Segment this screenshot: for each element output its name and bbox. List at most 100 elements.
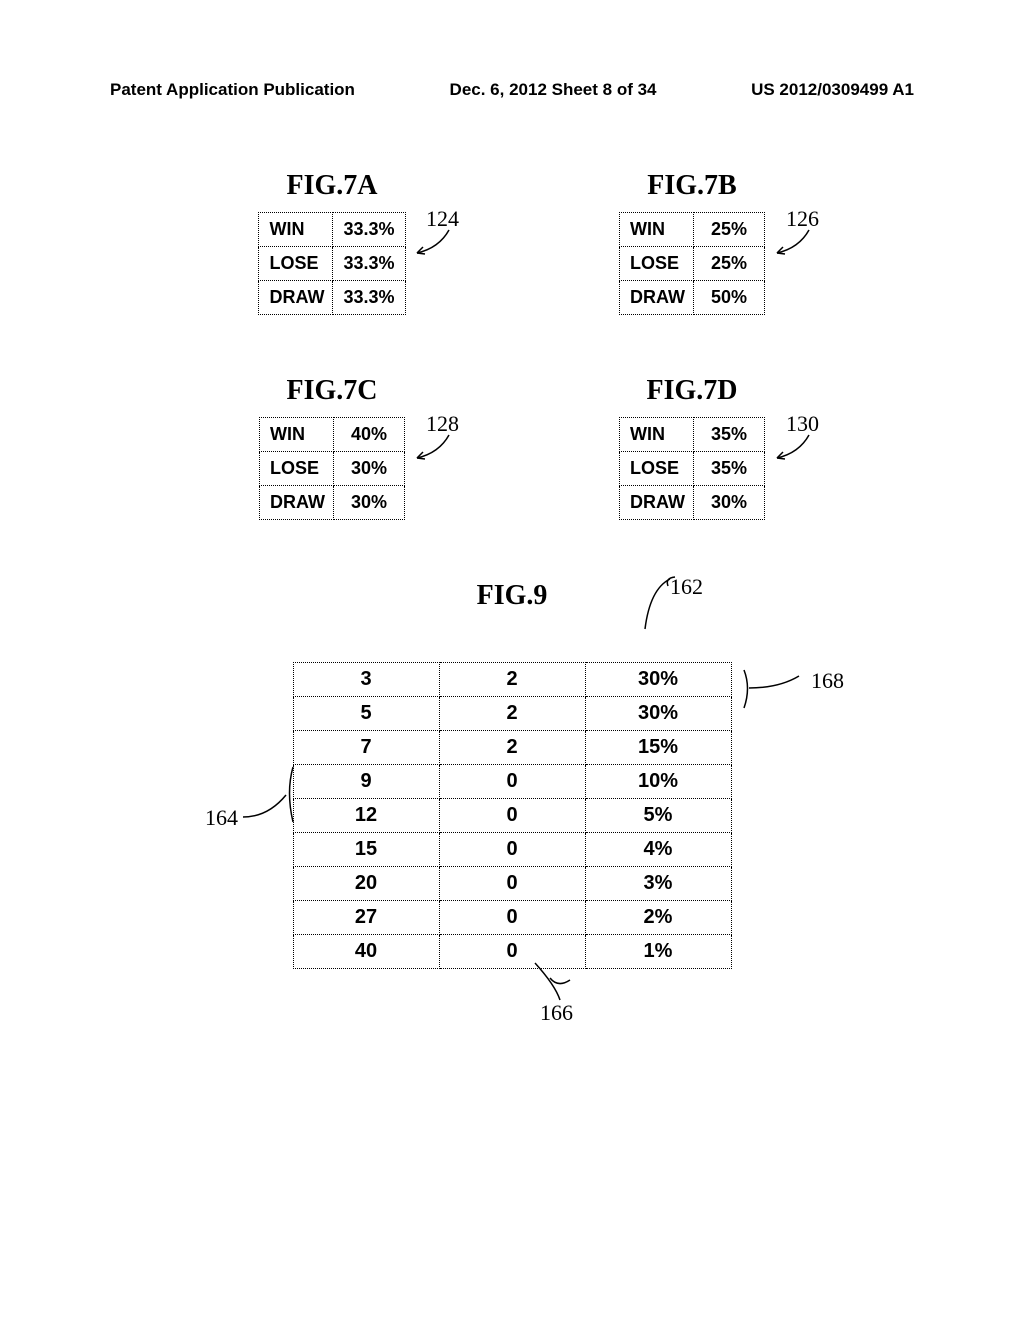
leader-bracket-icon xyxy=(238,762,308,832)
fig-row-1: FIG.7A WIN33.3% LOSE33.3% DRAW33.3% 124 … xyxy=(110,170,914,315)
leader-arc-icon xyxy=(530,960,590,1005)
cell-b: 0 xyxy=(439,867,585,901)
cell-c: 5% xyxy=(585,799,731,833)
row-label: WIN xyxy=(259,213,333,247)
leader-bracket-icon xyxy=(739,668,809,718)
table-row: 1504% xyxy=(293,833,731,867)
table-row: WIN33.3% xyxy=(259,213,405,247)
cell-c: 3% xyxy=(585,867,731,901)
row-label: WIN xyxy=(260,418,334,452)
cell-a: 3 xyxy=(293,663,439,697)
cell-c: 10% xyxy=(585,765,731,799)
fig-7c-table: WIN40% LOSE30% DRAW30% xyxy=(259,417,405,520)
row-value: 30% xyxy=(334,452,405,486)
cell-b: 2 xyxy=(439,663,585,697)
table-row: LOSE30% xyxy=(260,452,405,486)
row-label: DRAW xyxy=(260,486,334,520)
table-row: LOSE33.3% xyxy=(259,247,405,281)
fig-7d-title: FIG.7D xyxy=(577,375,807,407)
cell-c: 15% xyxy=(585,731,731,765)
leader-line-icon xyxy=(409,433,459,463)
row-value: 35% xyxy=(694,452,765,486)
cell-b: 0 xyxy=(439,799,585,833)
page-header: Patent Application Publication Dec. 6, 2… xyxy=(110,80,914,100)
row-label: WIN xyxy=(620,418,694,452)
row-value: 25% xyxy=(694,247,765,281)
ref-168: 168 xyxy=(811,668,844,694)
cell-b: 0 xyxy=(439,901,585,935)
cell-c: 30% xyxy=(585,663,731,697)
cell-a: 27 xyxy=(293,901,439,935)
header-right: US 2012/0309499 A1 xyxy=(751,80,914,100)
table-row: DRAW33.3% xyxy=(259,281,405,315)
cell-a: 20 xyxy=(293,867,439,901)
table-row: 9010% xyxy=(293,765,731,799)
row-value: 33.3% xyxy=(333,247,405,281)
cell-a: 9 xyxy=(293,765,439,799)
cell-b: 2 xyxy=(439,731,585,765)
row-value: 33.3% xyxy=(333,213,405,247)
cell-b: 2 xyxy=(439,697,585,731)
table-row: DRAW50% xyxy=(620,281,765,315)
fig-7a-block: FIG.7A WIN33.3% LOSE33.3% DRAW33.3% 124 xyxy=(217,170,447,315)
patent-page: Patent Application Publication Dec. 6, 2… xyxy=(0,0,1024,1320)
cell-b: 0 xyxy=(439,833,585,867)
row-value: 50% xyxy=(694,281,765,315)
header-left: Patent Application Publication xyxy=(110,80,355,100)
table-row: 2702% xyxy=(293,901,731,935)
table-row: 3230% xyxy=(293,663,731,697)
table-row: DRAW30% xyxy=(620,486,765,520)
row-value: 30% xyxy=(694,486,765,520)
row-value: 30% xyxy=(334,486,405,520)
table-row: WIN35% xyxy=(620,418,765,452)
table-row: WIN40% xyxy=(260,418,405,452)
cell-c: 2% xyxy=(585,901,731,935)
fig-7d-table: WIN35% LOSE35% DRAW30% xyxy=(619,417,765,520)
fig-7a-table: WIN33.3% LOSE33.3% DRAW33.3% xyxy=(258,212,405,315)
row-label: LOSE xyxy=(260,452,334,486)
table-row: DRAW30% xyxy=(260,486,405,520)
table-row: 4001% xyxy=(293,935,731,969)
fig-7b-block: FIG.7B WIN25% LOSE25% DRAW50% 126 xyxy=(577,170,807,315)
fig-9-block: FIG.9 162 3230% 5230% 7215% 9010% 1205% … xyxy=(110,580,914,969)
row-value: 35% xyxy=(694,418,765,452)
fig-7d-block: FIG.7D WIN35% LOSE35% DRAW30% 130 xyxy=(577,375,807,520)
cell-a: 40 xyxy=(293,935,439,969)
fig-7c-title: FIG.7C xyxy=(217,375,447,407)
row-label: LOSE xyxy=(259,247,333,281)
leader-line-icon xyxy=(769,433,819,463)
leader-line-icon xyxy=(409,228,459,258)
row-value: 40% xyxy=(334,418,405,452)
table-row: 5230% xyxy=(293,697,731,731)
table-row: 7215% xyxy=(293,731,731,765)
row-label: LOSE xyxy=(620,452,694,486)
cell-a: 15 xyxy=(293,833,439,867)
table-row: LOSE35% xyxy=(620,452,765,486)
row-label: LOSE xyxy=(620,247,694,281)
table-row: WIN25% xyxy=(620,213,765,247)
fig-7a-title: FIG.7A xyxy=(217,170,447,202)
row-label: WIN xyxy=(620,213,694,247)
cell-c: 1% xyxy=(585,935,731,969)
row-label: DRAW xyxy=(620,486,694,520)
leader-arc-icon xyxy=(640,574,680,634)
leader-line-icon xyxy=(769,228,819,258)
header-center: Dec. 6, 2012 Sheet 8 of 34 xyxy=(450,80,657,100)
ref-164: 164 xyxy=(205,805,238,831)
cell-a: 7 xyxy=(293,731,439,765)
fig-7b-title: FIG.7B xyxy=(577,170,807,202)
cell-b: 0 xyxy=(439,765,585,799)
fig-9-title: FIG.9 xyxy=(477,580,548,611)
cell-c: 4% xyxy=(585,833,731,867)
row-label: DRAW xyxy=(259,281,333,315)
fig-7c-block: FIG.7C WIN40% LOSE30% DRAW30% 128 xyxy=(217,375,447,520)
row-value: 25% xyxy=(694,213,765,247)
row-label: DRAW xyxy=(620,281,694,315)
fig-7b-table: WIN25% LOSE25% DRAW50% xyxy=(619,212,765,315)
fig-9-title-row: FIG.9 162 xyxy=(110,580,914,612)
row-value: 33.3% xyxy=(333,281,405,315)
cell-a: 12 xyxy=(293,799,439,833)
cell-a: 5 xyxy=(293,697,439,731)
table-row: LOSE25% xyxy=(620,247,765,281)
fig-row-2: FIG.7C WIN40% LOSE30% DRAW30% 128 FIG.7D… xyxy=(110,375,914,520)
